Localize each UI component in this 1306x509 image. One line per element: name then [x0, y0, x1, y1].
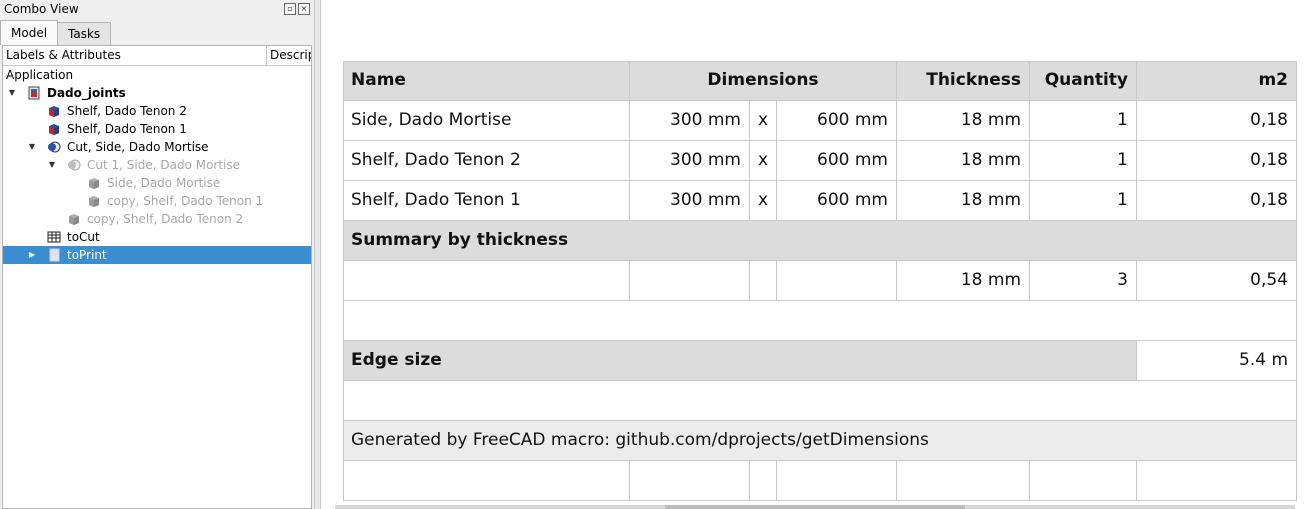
summary-area[interactable]: 0,54: [1137, 261, 1297, 301]
tree-item-label: Side, Dado Mortise: [107, 176, 221, 190]
summary-quantity[interactable]: 3: [1030, 261, 1137, 301]
panel-splitter[interactable]: [315, 0, 321, 509]
row-3-quantity[interactable]: 1: [1030, 181, 1137, 221]
cut-icon: [47, 140, 61, 154]
row-3-x[interactable]: x: [750, 181, 777, 221]
empty-cell[interactable]: [750, 461, 777, 501]
scrollbar-thumb[interactable]: [665, 505, 965, 509]
document-icon: [27, 86, 41, 100]
cut-icon: [67, 158, 81, 172]
spreadsheet-grid: Name Dimensions Thickness Quantity m2 Si…: [343, 61, 1297, 501]
part-box-icon: [47, 122, 61, 136]
summary-empty-x[interactable]: [750, 261, 777, 301]
page-icon: [47, 248, 61, 262]
empty-cell[interactable]: [630, 461, 750, 501]
row-1-name[interactable]: Side, Dado Mortise: [343, 101, 630, 141]
summary-empty-dim2[interactable]: [777, 261, 897, 301]
row-1-dim2[interactable]: 600 mm: [777, 101, 897, 141]
spreadsheet-icon: [47, 230, 61, 244]
row-3-dim1[interactable]: 300 mm: [630, 181, 750, 221]
summary-title[interactable]: Summary by thickness: [343, 221, 1297, 261]
row-2-dim1[interactable]: 300 mm: [630, 141, 750, 181]
combo-view-panel: Combo View ▫ × Model Tasks Labels & Attr…: [0, 0, 315, 509]
empty-cell[interactable]: [343, 461, 630, 501]
tree-item[interactable]: copy, Shelf, Dado Tenon 1: [3, 192, 311, 210]
horizontal-scrollbar[interactable]: [335, 505, 1295, 509]
row-2-thickness[interactable]: 18 mm: [897, 141, 1030, 181]
tree-item-label: Cut 1, Side, Dado Mortise: [87, 158, 241, 172]
tree-item-label: Shelf, Dado Tenon 1: [67, 122, 187, 136]
edge-size-value[interactable]: 5.4 m: [1137, 341, 1297, 381]
part-box-icon: [87, 194, 101, 208]
collapse-arrow-icon[interactable]: ▶: [28, 250, 36, 259]
part-box-icon: [87, 176, 101, 190]
row-1-thickness[interactable]: 18 mm: [897, 101, 1030, 141]
row-3-area[interactable]: 0,18: [1137, 181, 1297, 221]
tree-item[interactable]: Shelf, Dado Tenon 1: [3, 120, 311, 138]
tree-item[interactable]: Application: [3, 66, 311, 84]
row-2-area[interactable]: 0,18: [1137, 141, 1297, 181]
row-2-dim2[interactable]: 600 mm: [777, 141, 897, 181]
empty-cell[interactable]: [897, 461, 1030, 501]
tree-item-label: copy, Shelf, Dado Tenon 1: [107, 194, 264, 208]
tree-item-label: copy, Shelf, Dado Tenon 2: [87, 212, 244, 226]
summary-thickness[interactable]: 18 mm: [897, 261, 1030, 301]
row-3-name[interactable]: Shelf, Dado Tenon 1: [343, 181, 630, 221]
tab-model[interactable]: Model: [0, 20, 59, 45]
header-dimensions[interactable]: Dimensions: [630, 61, 897, 101]
empty-row[interactable]: [343, 301, 1297, 341]
part-box-icon: [47, 104, 61, 118]
tree-item-label: Cut, Side, Dado Mortise: [67, 140, 209, 154]
tree-item-label: Shelf, Dado Tenon 2: [67, 104, 187, 118]
part-box-icon: [67, 212, 81, 226]
expand-arrow-icon[interactable]: ▼: [28, 142, 36, 151]
row-1-x[interactable]: x: [750, 101, 777, 141]
row-2-x[interactable]: x: [750, 141, 777, 181]
spreadsheet-view: Name Dimensions Thickness Quantity m2 Si…: [321, 0, 1306, 509]
row-2-quantity[interactable]: 1: [1030, 141, 1137, 181]
header-name[interactable]: Name: [343, 61, 630, 101]
tree-item[interactable]: Shelf, Dado Tenon 2: [3, 102, 311, 120]
tab-tasks[interactable]: Tasks: [57, 22, 112, 45]
summary-empty-dim1[interactable]: [630, 261, 750, 301]
close-panel-icon[interactable]: ×: [298, 3, 310, 15]
combo-tabs: Model Tasks: [0, 20, 112, 45]
model-tree[interactable]: Labels & Attributes Description Applicat…: [2, 45, 312, 509]
tree-header-description[interactable]: Description: [270, 48, 311, 62]
tree-item[interactable]: ▼ Cut, Side, Dado Mortise: [3, 138, 311, 156]
tree-item[interactable]: Side, Dado Mortise: [3, 174, 311, 192]
tree-item[interactable]: toCut: [3, 228, 311, 246]
tree-item-label: Dado_joints: [47, 86, 126, 100]
row-3-dim2[interactable]: 600 mm: [777, 181, 897, 221]
tree-item-label: Application: [6, 68, 74, 82]
empty-row[interactable]: [343, 381, 1297, 421]
header-quantity[interactable]: Quantity: [1030, 61, 1137, 101]
header-thickness[interactable]: Thickness: [897, 61, 1030, 101]
float-panel-icon[interactable]: ▫: [284, 3, 296, 15]
tree-item[interactable]: ▶ toPrint: [3, 246, 311, 264]
row-1-area[interactable]: 0,18: [1137, 101, 1297, 141]
tree-header: Labels & Attributes Description: [3, 46, 311, 66]
tree-item[interactable]: ▼ Cut 1, Side, Dado Mortise: [3, 156, 311, 174]
row-1-dim1[interactable]: 300 mm: [630, 101, 750, 141]
row-2-name[interactable]: Shelf, Dado Tenon 2: [343, 141, 630, 181]
header-area[interactable]: m2: [1137, 61, 1297, 101]
combo-view-title: Combo View: [4, 2, 79, 16]
tree-header-labels[interactable]: Labels & Attributes: [3, 46, 267, 65]
empty-cell[interactable]: [777, 461, 897, 501]
row-3-thickness[interactable]: 18 mm: [897, 181, 1030, 221]
tree-item-label: toPrint: [67, 248, 107, 262]
panel-buttons: ▫ ×: [284, 3, 310, 15]
tree-item[interactable]: copy, Shelf, Dado Tenon 2: [3, 210, 311, 228]
summary-empty-name[interactable]: [343, 261, 630, 301]
empty-cell[interactable]: [1137, 461, 1297, 501]
generated-by-footer[interactable]: Generated by FreeCAD macro: github.com/d…: [343, 421, 1297, 461]
tree-item-label: toCut: [67, 230, 100, 244]
expand-arrow-icon[interactable]: ▼: [48, 160, 56, 169]
empty-cell[interactable]: [1030, 461, 1137, 501]
edge-size-label[interactable]: Edge size: [343, 341, 1137, 381]
tree-item[interactable]: ▼ Dado_joints: [3, 84, 311, 102]
expand-arrow-icon[interactable]: ▼: [8, 88, 16, 97]
row-1-quantity[interactable]: 1: [1030, 101, 1137, 141]
